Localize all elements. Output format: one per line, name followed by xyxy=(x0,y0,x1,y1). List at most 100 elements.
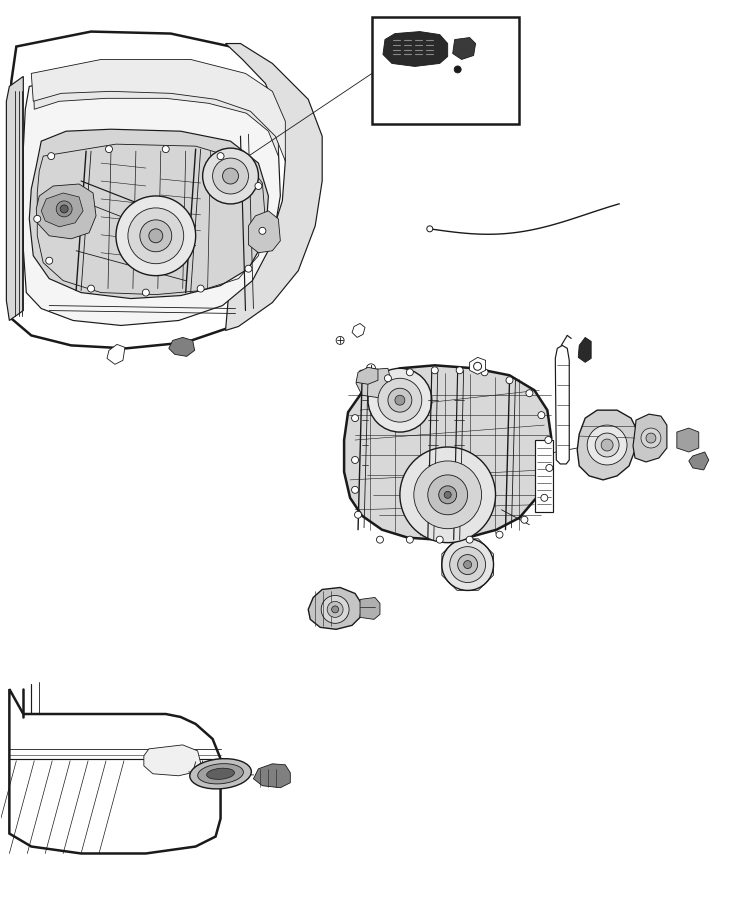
Circle shape xyxy=(354,511,362,518)
Circle shape xyxy=(413,461,482,528)
Polygon shape xyxy=(10,32,318,348)
Circle shape xyxy=(521,517,528,523)
Circle shape xyxy=(332,606,339,613)
Polygon shape xyxy=(344,365,551,540)
Polygon shape xyxy=(30,130,268,299)
Circle shape xyxy=(245,266,252,272)
Polygon shape xyxy=(107,345,125,364)
Circle shape xyxy=(378,378,422,422)
Circle shape xyxy=(162,146,169,153)
Circle shape xyxy=(595,433,619,457)
Circle shape xyxy=(321,596,349,624)
Polygon shape xyxy=(308,588,362,629)
Circle shape xyxy=(439,486,456,504)
Circle shape xyxy=(395,395,405,405)
Polygon shape xyxy=(360,598,380,619)
Polygon shape xyxy=(352,323,365,338)
Circle shape xyxy=(450,546,485,582)
Circle shape xyxy=(541,494,548,501)
Ellipse shape xyxy=(190,759,251,789)
Ellipse shape xyxy=(198,764,243,784)
Polygon shape xyxy=(470,357,485,374)
Circle shape xyxy=(431,367,438,374)
Circle shape xyxy=(400,447,496,543)
Circle shape xyxy=(388,388,412,412)
Circle shape xyxy=(46,257,53,265)
Circle shape xyxy=(142,289,150,296)
Polygon shape xyxy=(225,43,322,330)
Polygon shape xyxy=(383,32,448,67)
Circle shape xyxy=(506,377,513,383)
Circle shape xyxy=(496,531,503,538)
Circle shape xyxy=(428,475,468,515)
Polygon shape xyxy=(23,74,280,326)
Polygon shape xyxy=(10,689,221,853)
Circle shape xyxy=(473,363,482,370)
Circle shape xyxy=(385,374,391,382)
Circle shape xyxy=(442,539,494,590)
Circle shape xyxy=(545,436,552,444)
Circle shape xyxy=(336,337,344,345)
Polygon shape xyxy=(144,745,201,776)
Polygon shape xyxy=(689,452,708,470)
Circle shape xyxy=(217,153,224,159)
Polygon shape xyxy=(578,338,591,363)
Circle shape xyxy=(56,201,72,217)
Circle shape xyxy=(466,536,473,543)
Circle shape xyxy=(116,196,196,275)
Circle shape xyxy=(351,486,359,493)
Polygon shape xyxy=(356,368,392,398)
Polygon shape xyxy=(555,346,569,464)
Polygon shape xyxy=(633,414,667,462)
Polygon shape xyxy=(453,38,476,59)
Circle shape xyxy=(601,439,613,451)
Circle shape xyxy=(454,66,461,73)
Circle shape xyxy=(464,561,471,569)
Polygon shape xyxy=(7,76,23,320)
Circle shape xyxy=(351,415,359,421)
Circle shape xyxy=(538,411,545,418)
Circle shape xyxy=(222,168,239,184)
Circle shape xyxy=(255,183,262,190)
Ellipse shape xyxy=(207,769,234,779)
Circle shape xyxy=(587,425,627,465)
Circle shape xyxy=(60,205,68,213)
Polygon shape xyxy=(31,59,285,161)
Circle shape xyxy=(406,369,413,376)
Circle shape xyxy=(105,146,113,153)
Circle shape xyxy=(444,491,451,499)
Circle shape xyxy=(546,464,553,472)
Circle shape xyxy=(646,433,656,443)
Polygon shape xyxy=(248,211,280,253)
Circle shape xyxy=(140,220,172,252)
Circle shape xyxy=(351,456,359,464)
Circle shape xyxy=(47,153,55,159)
Polygon shape xyxy=(33,64,279,156)
Circle shape xyxy=(456,367,463,374)
Circle shape xyxy=(427,226,433,232)
Circle shape xyxy=(87,285,95,292)
Circle shape xyxy=(202,148,259,204)
Circle shape xyxy=(406,536,413,543)
Circle shape xyxy=(328,601,343,617)
Circle shape xyxy=(354,329,362,336)
Polygon shape xyxy=(36,184,96,239)
Polygon shape xyxy=(41,193,83,227)
Circle shape xyxy=(213,158,248,194)
Circle shape xyxy=(259,228,266,234)
Circle shape xyxy=(481,369,488,376)
Polygon shape xyxy=(169,338,195,356)
Circle shape xyxy=(368,368,432,432)
Circle shape xyxy=(367,364,376,373)
Circle shape xyxy=(526,390,533,397)
Polygon shape xyxy=(577,410,637,480)
Bar xyxy=(536,440,554,512)
Polygon shape xyxy=(253,764,290,788)
Polygon shape xyxy=(677,428,699,452)
Circle shape xyxy=(34,215,41,222)
Circle shape xyxy=(149,229,163,243)
Circle shape xyxy=(641,428,661,448)
Polygon shape xyxy=(356,367,378,384)
Circle shape xyxy=(197,285,204,292)
Circle shape xyxy=(128,208,184,264)
